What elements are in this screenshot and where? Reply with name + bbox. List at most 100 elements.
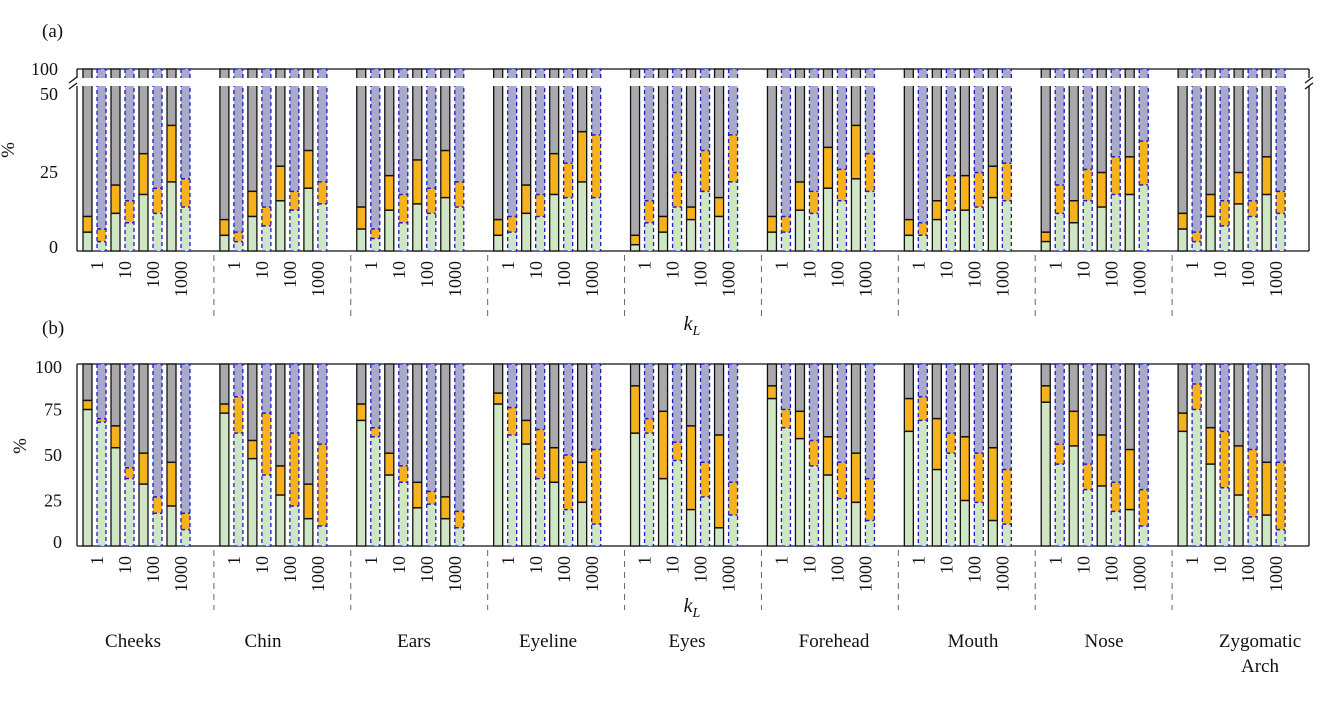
bar-outline [973,363,984,547]
bar-segment-green [1234,203,1244,251]
kl-tick-label: 10 [252,261,272,279]
bar-outline [836,68,848,252]
bar-segment-orange [1206,427,1216,465]
bar-segment-gray [97,364,106,419]
bar-segment-green [97,422,106,546]
bar-segment-gray [658,364,668,412]
bar-segment-orange [714,434,724,528]
kl-tick-label: 10 [1210,556,1230,574]
bar-outline [1001,363,1012,547]
bar-outline [959,363,970,547]
bar-outline [987,363,998,547]
bar-outline [1054,68,1065,252]
bar-segment-gray [261,69,271,208]
bar-outline [152,68,163,252]
bar-segment-green [714,527,724,546]
bar-segment-gray [181,69,190,179]
kl-tick-label: 100 [964,261,984,288]
bar-outline [289,363,300,547]
bar-segment-gray [658,69,668,217]
bar-segment-green [1083,489,1093,546]
bar-segment-gray [974,364,984,454]
bar-segment-green [1178,229,1188,251]
bar-segment-green [356,420,366,546]
kl-tick-label: 1 [361,261,381,270]
bar-segment-orange [1041,385,1051,403]
bar-segment-green [1125,194,1135,251]
bar-segment-orange [1097,172,1107,208]
bar-segment-green [1262,515,1272,546]
bar-outline [864,68,876,252]
bar-segment-green [153,513,162,546]
bar-segment-orange [1069,411,1079,446]
bar-segment-gray [728,69,738,135]
bar-segment-orange [823,147,833,189]
bar-segment-orange [1139,141,1149,186]
bar-outline [1138,363,1149,547]
bar-outline [521,68,532,252]
bar-segment-orange [521,185,531,214]
kl-tick-label: 1 [772,556,792,565]
bar-segment-orange [1125,449,1135,510]
bar-outline [629,68,641,252]
bar-outline [493,68,504,252]
bar-segment-green [577,502,587,546]
bar-outline [521,363,532,547]
bar-segment-gray [275,69,285,167]
bar-segment-orange [275,166,285,201]
bar-segment-orange [139,453,148,485]
bar-segment-green [303,188,313,251]
bar-outline [1275,68,1286,252]
bar-segment-gray [507,364,517,408]
bar-segment-green [974,502,984,546]
bar-segment-gray [153,364,162,497]
kl-tick-label: 10 [526,261,546,279]
bar-segment-green [795,210,805,251]
bar-segment-gray [1139,364,1149,490]
bar-segment-gray [577,364,587,463]
bar-segment-gray [1002,364,1012,470]
bar-outline [577,68,588,252]
bar-segment-gray [1276,364,1286,463]
kl-tick-label: 1000 [856,556,876,592]
bar-segment-gray [630,364,640,386]
kl-tick-label: 1 [224,261,244,270]
bar-outline [303,68,314,252]
bar-segment-orange [233,396,243,434]
bar-segment-orange [809,191,819,214]
kl-tick-label: 1 [87,556,107,565]
bar-segment-green [1139,185,1149,251]
bar-segment-green [167,181,176,251]
bar-segment-gray [125,69,134,201]
bar-segment-orange [865,153,875,192]
group-label: Nose [1084,631,1123,652]
bar-segment-orange [672,172,682,208]
bar-segment-gray [918,69,928,223]
bar-segment-gray [139,69,148,154]
bar-segment-gray [289,364,299,434]
kl-tick-label: 1 [498,261,518,270]
bar-segment-green [370,238,380,251]
axis-break-mark-right [1304,76,1314,90]
bar-segment-orange [384,175,394,211]
bar-outline [549,68,560,252]
bar-segment-gray [1192,69,1202,233]
bar-outline [275,363,286,547]
kl-tick-label: 10 [389,556,409,574]
kl-tick-label: 1 [1182,261,1202,270]
kl-tick-label: 100 [1101,556,1121,583]
bar-segment-green [1276,529,1286,546]
bar-outline [822,363,834,547]
bar-segment-green [247,458,257,546]
bar-outline [591,363,602,547]
bar-segment-gray [356,364,366,405]
bar-segment-gray [865,364,875,479]
kl-tick-label: 10 [1073,556,1093,574]
bar-segment-orange [219,219,229,236]
bar-outline [1110,68,1121,252]
kl-tick-label: 100 [1238,556,1258,583]
bar-segment-green [125,222,134,251]
kl-tick-label: 10 [663,556,683,574]
bar-segment-green [1139,525,1149,546]
